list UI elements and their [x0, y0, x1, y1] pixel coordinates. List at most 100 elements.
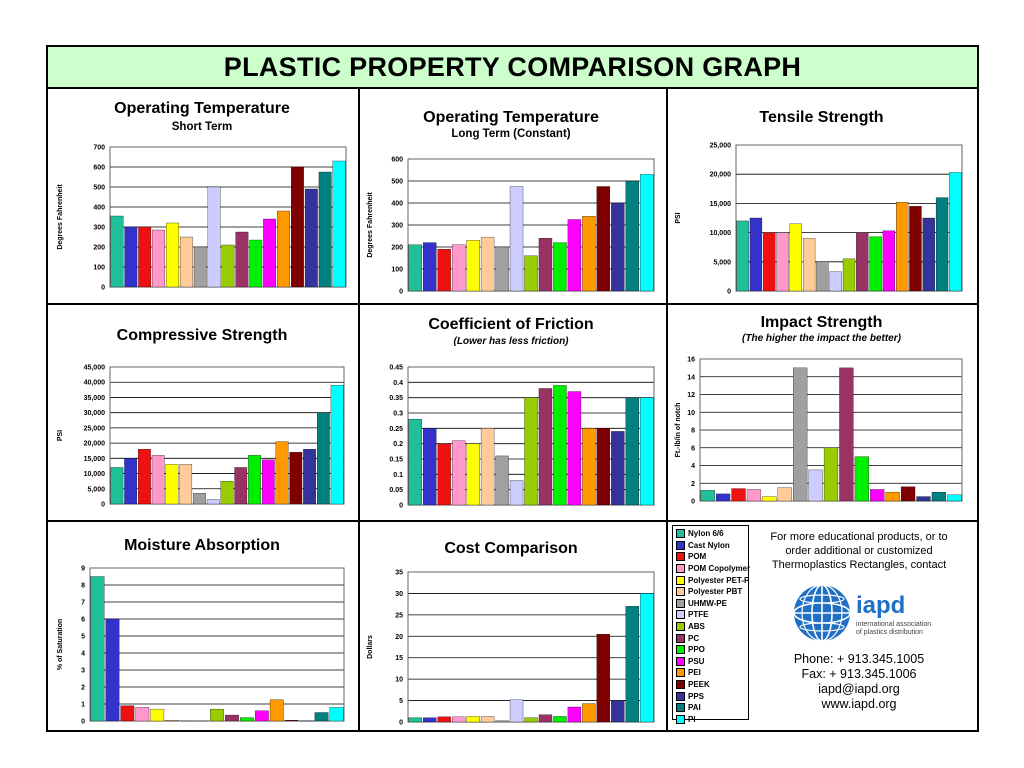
grid-divider — [358, 89, 360, 732]
bar-polyester-pbt — [480, 236, 495, 292]
bar-polyester-pet-p — [150, 708, 165, 722]
bar-pc — [538, 238, 553, 292]
logo-tagline: of plastics distribution — [856, 629, 923, 636]
bar-ppo — [249, 239, 263, 288]
y-tick-label: 30,000 — [84, 410, 106, 417]
bar-abs — [221, 244, 235, 288]
panel-cost: Cost Comparison 0 5 10 15 20 25 30 35 Dollars — [358, 520, 664, 730]
legend-item: PI — [676, 714, 748, 726]
bar-psu — [261, 459, 275, 505]
legend-item: PSU — [676, 656, 748, 668]
y-tick-label: 20,000 — [84, 441, 106, 448]
y-tick-label: 2 — [81, 685, 85, 692]
bar-nylon-6-6 — [110, 215, 124, 288]
bar-polyester-pet-p — [466, 716, 480, 723]
bar-peek — [596, 186, 611, 292]
y-tick-label: 600 — [391, 157, 403, 164]
legend-swatch — [676, 680, 685, 690]
grid-divider — [48, 520, 977, 522]
y-tick-label: 5,000 — [713, 259, 731, 266]
bar-nylon-6-6 — [408, 717, 422, 723]
chart-title: Coefficient of Friction — [428, 316, 594, 333]
legend-item: PPO — [676, 644, 748, 656]
bar-pei — [582, 703, 596, 723]
bar-pai — [318, 171, 332, 288]
bar-peek — [284, 719, 299, 722]
y-tick-label: 0 — [727, 289, 731, 296]
bar-peek — [596, 633, 611, 723]
bar-cast-nylon — [716, 493, 731, 502]
bar-pai — [931, 491, 946, 502]
legend-item: PPS — [676, 690, 748, 702]
bar-pom — [138, 226, 152, 288]
bar-psu — [263, 218, 277, 288]
bar-ppo — [869, 236, 882, 292]
legend-label: UHMW-PE — [688, 598, 727, 608]
bar-nylon-6-6 — [700, 490, 715, 502]
legend-item: POM Copolymer — [676, 563, 750, 575]
bar-pai — [625, 606, 639, 723]
bar-ptfe — [206, 499, 220, 505]
bar-uhmw-pe — [816, 261, 829, 292]
y-axis-label: % of Saturation — [57, 619, 64, 670]
bar-pps — [304, 188, 318, 288]
legend-swatch — [676, 564, 685, 574]
fax-text: Fax: + 913.345.1006 — [801, 667, 917, 681]
y-tick-label: 45,000 — [84, 365, 106, 372]
bar-pc — [234, 467, 248, 505]
bar-psu — [567, 706, 582, 723]
chart-compressive: 0 5,000 10,000 15,000 20,000 25,000 30,000 35,0… — [57, 365, 345, 509]
legend-item: ABS — [676, 621, 748, 633]
bar-cast-nylon — [423, 717, 437, 723]
y-tick-label: 0.25 — [389, 426, 403, 433]
bar-polyester-pbt — [480, 428, 495, 506]
legend-item: Cast Nylon — [676, 540, 748, 552]
bar-pi — [329, 707, 344, 722]
grid-divider — [48, 303, 977, 305]
bar-ptfe — [207, 186, 221, 288]
bar-pc — [856, 232, 869, 292]
bar-pc — [235, 231, 249, 288]
legend-item: PC — [676, 632, 748, 644]
legend-swatch — [676, 714, 685, 724]
logo-text: iapd — [856, 592, 905, 619]
chart-subtitle: (The higher the impact the better) — [742, 333, 901, 344]
plot-area — [407, 571, 655, 723]
chart-cost: 0 5 10 15 20 25 30 35 Dollars — [367, 570, 655, 727]
y-tick-label: 2 — [691, 481, 695, 488]
website-link[interactable]: www.iapd.org — [821, 697, 897, 711]
y-tick-label: 1 — [81, 702, 85, 709]
bar-polyester-pbt — [165, 719, 180, 722]
y-tick-label: 5 — [81, 634, 85, 641]
bar-ptfe — [829, 271, 842, 292]
bar-abs — [524, 717, 538, 723]
chart-title: Operating Temperature — [114, 100, 290, 117]
chart-subtitle: Short Term — [171, 121, 233, 133]
bar-pi — [332, 160, 346, 288]
legend-swatch — [676, 633, 685, 643]
legend-item: UHMW-PE — [676, 598, 748, 610]
bar-pom-copolymer — [451, 716, 466, 723]
bar-ppo — [553, 385, 567, 506]
bar-pps — [922, 217, 935, 292]
y-tick-label: 0 — [399, 503, 403, 510]
y-tick-label: 0 — [101, 285, 105, 292]
bar-uhmw-pe — [495, 246, 509, 292]
y-tick-label: 35 — [395, 570, 403, 577]
bar-ppo — [854, 456, 869, 502]
chart-friction: 0 0.05 0.1 0.15 0.2 0.25 0.3 0.35 0.4 0.45 — [389, 365, 655, 510]
bar-abs — [210, 708, 224, 722]
y-tick-label: 15 — [395, 655, 403, 662]
bar-psu — [567, 219, 582, 292]
chart-moisture: 0 1 2 3 4 5 6 7 8 9 % of Saturation — [57, 566, 345, 726]
y-tick-label: 10 — [687, 410, 695, 417]
bar-polyester-pbt — [802, 238, 816, 292]
bar-ptfe — [195, 720, 209, 722]
bar-pom — [138, 449, 151, 505]
chart-title: Tensile Strength — [759, 109, 884, 126]
email-link[interactable]: iapd@iapd.org — [818, 682, 900, 696]
bar-cast-nylon — [749, 217, 763, 292]
y-tick-label: 700 — [93, 145, 105, 152]
bar-nylon-6-6 — [90, 576, 105, 722]
bar-uhmw-pe — [180, 720, 194, 722]
